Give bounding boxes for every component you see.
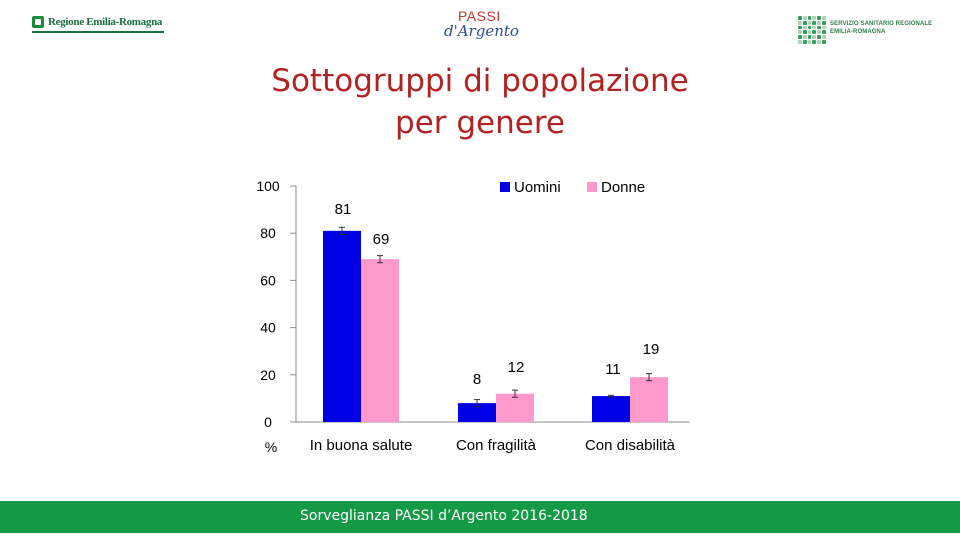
slide-title: Sottogruppi di popolazione per genere — [180, 60, 780, 144]
legend-label: Donne — [601, 179, 645, 196]
data-label: 12 — [508, 359, 525, 376]
bar-uomini — [323, 230, 361, 422]
y-tick-label: 20 — [260, 367, 276, 383]
logo-argento-text: d'Argento — [444, 22, 519, 40]
bar-donne — [496, 393, 534, 422]
category-label: Con disabilità — [585, 437, 676, 454]
legend-label: Uomini — [514, 179, 561, 196]
data-label: 11 — [605, 361, 621, 378]
bar-uomini — [592, 396, 630, 422]
y-tick-label: 0 — [264, 414, 272, 430]
y-axis-unit: % — [265, 439, 277, 455]
bar-uomini — [458, 403, 496, 422]
health-service-line2: EMILIA-ROMAGNA — [830, 29, 886, 35]
category-label: In buona salute — [310, 437, 413, 454]
category-label: Con fragilità — [456, 437, 537, 454]
bar-donne — [361, 259, 399, 422]
footer-bar: Sorveglianza PASSI d’Argento 2016-2018 — [0, 501, 960, 533]
legend-swatch-donne — [587, 182, 597, 192]
footer-text: Sorveglianza PASSI d’Argento 2016-2018 — [300, 508, 588, 524]
y-tick-label: 80 — [260, 225, 276, 241]
y-tick-label: 40 — [260, 320, 276, 336]
y-tick-label: 100 — [256, 178, 280, 194]
passi-argento-logo: PASSI d'Argento — [440, 8, 520, 48]
y-tick-label: 60 — [260, 272, 276, 288]
bar-donne — [630, 377, 668, 422]
slide-title-line1: Sottogruppi di popolazione — [271, 63, 689, 99]
data-label: 19 — [643, 341, 660, 358]
data-label: 69 — [373, 231, 390, 248]
logo-passi-text: PASSI — [458, 8, 501, 24]
region-logo-text: Regione Emilia-Romagna — [48, 16, 163, 28]
region-logo: Regione Emilia-Romagna — [32, 13, 165, 33]
region-emblem-icon — [32, 16, 44, 28]
data-label: 8 — [473, 371, 481, 388]
health-service-grid-icon — [798, 16, 826, 44]
slide-title-line2: per genere — [395, 105, 565, 141]
health-service-line1: SERVIZIO SANITARIO REGIONALE — [830, 21, 933, 27]
data-label: 81 — [335, 201, 352, 218]
health-service-logo: SERVIZIO SANITARIO REGIONALE EMILIA-ROMA… — [798, 16, 932, 44]
legend-swatch-uomini — [500, 182, 510, 192]
